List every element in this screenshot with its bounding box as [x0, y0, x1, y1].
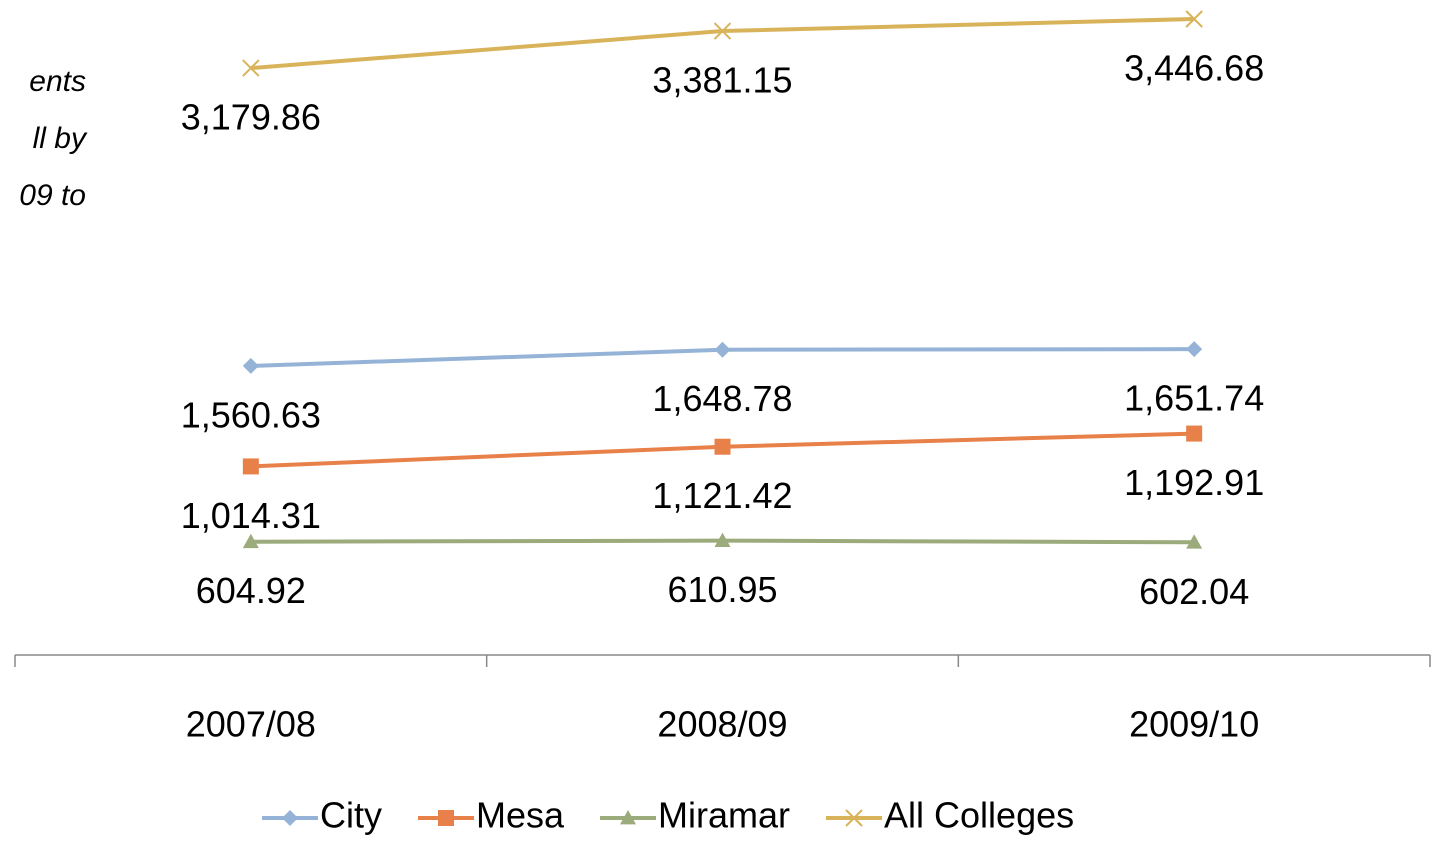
annotation: 09 to — [19, 179, 86, 212]
data-label: 3,446.68 — [1124, 48, 1264, 89]
data-point — [242, 357, 259, 374]
data-label: 1,192.91 — [1124, 462, 1264, 503]
data-label: 3,179.86 — [181, 97, 321, 138]
data-label: 1,014.31 — [181, 495, 321, 536]
data-label: 602.04 — [1139, 571, 1249, 612]
legend-marker — [845, 809, 863, 827]
data-label: 1,648.78 — [652, 378, 792, 419]
data-point — [242, 59, 260, 77]
x-tick-label: 2007/08 — [186, 704, 316, 745]
data-point — [714, 438, 731, 455]
legend-label: Mesa — [476, 795, 565, 836]
legend-label: All Colleges — [884, 795, 1074, 836]
annotation: ll by — [33, 122, 88, 155]
data-point — [1186, 534, 1203, 549]
data-point — [242, 533, 259, 549]
legend-marker — [282, 810, 298, 826]
data-label: 3,381.15 — [652, 60, 792, 101]
data-label: 1,121.42 — [652, 475, 792, 516]
annotation: ents — [29, 65, 86, 98]
data-point — [713, 22, 732, 40]
legend-label: City — [320, 795, 382, 836]
data-label: 604.92 — [196, 570, 306, 611]
data-point — [1185, 10, 1203, 28]
data-label: 610.95 — [667, 569, 777, 610]
legend-label: Miramar — [658, 795, 790, 836]
legend-marker — [620, 810, 637, 825]
data-point — [1186, 341, 1203, 358]
data-point — [242, 458, 259, 475]
data-point — [714, 341, 731, 358]
x-tick-label: 2009/10 — [1129, 704, 1259, 745]
legend-marker — [438, 810, 454, 826]
data-point — [714, 532, 731, 548]
data-label: 1,560.63 — [181, 394, 321, 435]
data-point — [1186, 425, 1203, 442]
data-label: 1,651.74 — [1124, 378, 1264, 419]
x-tick-label: 2008/09 — [657, 704, 787, 745]
